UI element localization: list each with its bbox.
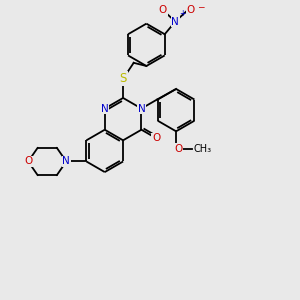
Text: S: S: [119, 72, 127, 85]
Text: N: N: [171, 16, 179, 26]
Text: O: O: [174, 144, 182, 154]
Text: O: O: [152, 134, 160, 143]
Text: O: O: [158, 5, 167, 15]
Text: O: O: [187, 5, 195, 15]
Text: +: +: [179, 9, 185, 18]
Text: O: O: [24, 157, 32, 166]
Text: −: −: [197, 2, 204, 11]
Text: N: N: [101, 103, 109, 113]
Text: N: N: [62, 157, 70, 166]
Text: N: N: [138, 103, 145, 113]
Text: CH₃: CH₃: [194, 144, 212, 154]
